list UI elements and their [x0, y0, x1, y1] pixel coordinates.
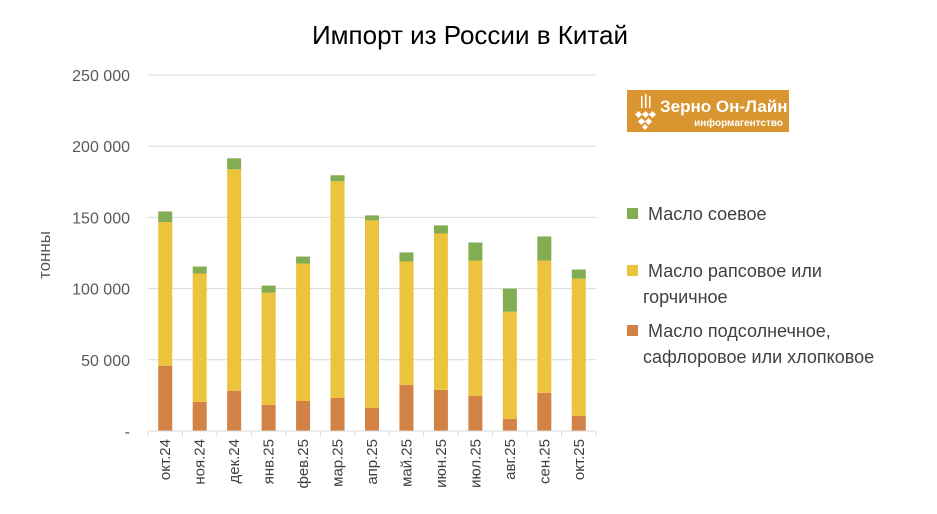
bar-segment	[227, 390, 242, 431]
y-axis-label: тонны	[35, 231, 54, 279]
bar-segment	[468, 242, 483, 261]
bar-segment	[365, 407, 379, 431]
bar-segment	[158, 222, 173, 366]
logo-background	[627, 90, 789, 132]
legend-label: сафлоровое или хлопковое	[643, 347, 874, 367]
x-tick-label: янв.25	[261, 439, 278, 484]
y-tick-label: 250 000	[72, 68, 130, 85]
bar-segment	[537, 236, 552, 261]
y-tick-label: 50 000	[81, 353, 130, 370]
bar-segment	[365, 215, 379, 221]
bar-segment	[158, 211, 173, 223]
bar-segment	[296, 263, 311, 401]
legend-label: Масло соевое	[648, 204, 767, 224]
legend-label: Масло рапсовое или	[648, 261, 822, 281]
x-tick-label: июл.25	[467, 439, 484, 488]
bar-segment	[365, 220, 379, 408]
legend-swatch	[627, 265, 638, 276]
y-tick-label: 100 000	[72, 282, 130, 299]
bar-segment	[502, 311, 517, 419]
legend-label: Масло подсолнечное,	[648, 321, 831, 341]
bar-segment	[571, 278, 586, 416]
logo-subtext: информагентство	[694, 117, 783, 129]
bar-segment	[468, 260, 483, 396]
bar-segment	[192, 273, 207, 402]
bar-segment	[261, 404, 276, 431]
logo-text: Зерно Он-Лайн	[660, 97, 788, 116]
bar-segment	[399, 384, 414, 431]
bar-segment	[433, 225, 448, 234]
bar-segment	[399, 252, 414, 262]
bar-segment	[261, 292, 276, 405]
bar-segment	[261, 285, 276, 293]
logo: Зерно Он-Лайн информагентство	[627, 90, 789, 132]
wheat-icon	[634, 94, 657, 130]
bar-segment	[227, 158, 242, 170]
bar-segment	[296, 256, 311, 264]
x-tick-label: июн.25	[433, 439, 450, 488]
x-tick-label: фев.25	[295, 439, 312, 489]
bar-segment	[330, 397, 345, 431]
x-tick-label: мар.25	[330, 439, 347, 487]
bar-segment	[537, 392, 552, 431]
bar-segment	[158, 365, 173, 431]
x-tick-label: сен.25	[536, 439, 553, 484]
y-tick-label: 150 000	[72, 210, 130, 227]
legend-label: горчичное	[643, 287, 728, 307]
bar-segment	[399, 261, 414, 385]
chart-title: Импорт из России в Китай	[312, 20, 628, 50]
bar-segment	[537, 260, 552, 393]
bar-segment	[227, 169, 242, 391]
bar-segment	[330, 175, 345, 182]
x-tick-label: окт.25	[571, 439, 588, 480]
x-tick-label: авг.25	[502, 439, 519, 480]
bar-segment	[468, 395, 483, 431]
x-tick-label: май.25	[398, 439, 415, 487]
x-tick-label: дек.24	[226, 439, 243, 484]
bar-segment	[296, 400, 311, 431]
bar-segment	[571, 269, 586, 279]
legend-swatch	[627, 325, 638, 336]
bar-segment	[433, 233, 448, 390]
bar-segment	[330, 181, 345, 398]
y-tick-label: 200 000	[72, 139, 130, 156]
bar-segment	[433, 389, 448, 431]
x-tick-label: окт.24	[157, 439, 174, 480]
bar-segment	[502, 288, 517, 312]
bar-segment	[192, 401, 207, 431]
y-tick-label: -	[125, 424, 130, 441]
bar-segment	[192, 266, 207, 274]
legend-swatch	[627, 208, 638, 219]
bar-segment	[571, 415, 586, 431]
x-tick-label: апр.25	[364, 439, 381, 485]
bar-segment	[502, 418, 517, 431]
x-tick-label: ноя.24	[192, 439, 209, 485]
